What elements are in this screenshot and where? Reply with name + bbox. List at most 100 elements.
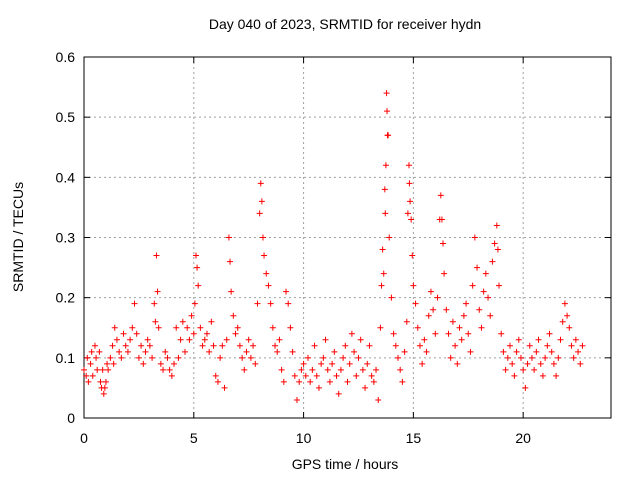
data-points [81,90,586,403]
data-point [438,216,445,223]
data-point [140,360,147,367]
data-point [416,342,423,349]
data-point [291,372,298,379]
data-point [162,348,169,355]
data-point [414,324,421,331]
data-point [157,360,164,367]
data-point [465,330,472,337]
data-point [203,330,210,337]
data-point [186,336,193,343]
data-point [228,288,235,295]
data-point [550,360,557,367]
data-point [184,324,191,331]
data-point [460,312,467,319]
data-point [256,210,263,217]
data-point [175,354,182,361]
data-point [487,312,494,319]
data-point [524,360,531,367]
data-point [467,348,474,355]
data-point [535,336,542,343]
data-point [548,348,555,355]
data-point [234,324,241,331]
data-point [443,306,450,313]
data-point [177,336,184,343]
data-point [399,378,406,385]
data-point [201,336,208,343]
data-point [210,342,217,349]
data-point [520,366,527,373]
data-point [254,300,261,307]
data-point [528,354,535,361]
data-point [430,306,437,313]
x-tick-label: 15 [406,430,422,446]
data-point [546,330,553,337]
data-point [300,360,307,367]
data-point [329,360,336,367]
data-point [236,342,243,349]
data-point [384,108,391,115]
data-point [449,318,456,325]
data-point [257,180,264,187]
data-point [380,270,387,277]
data-point [146,342,153,349]
data-point [537,360,544,367]
data-point [94,366,101,373]
data-point [118,354,125,361]
x-axis-ticks: 0 5 10 15 20 [80,57,531,446]
data-point [313,372,320,379]
data-point [160,366,167,373]
data-point [544,342,551,349]
data-point [570,354,577,361]
data-point [559,318,566,325]
data-point [515,336,522,343]
y-tick-label: 0.1 [56,350,76,366]
data-point [353,372,360,379]
data-point [476,306,483,313]
data-point [309,366,316,373]
data-point [304,354,311,361]
data-point [267,300,274,307]
data-point [129,324,136,331]
data-point [113,336,120,343]
data-point [568,342,575,349]
data-point [357,336,364,343]
data-point [142,348,149,355]
data-point [333,372,340,379]
data-point [274,348,281,355]
data-point [101,384,108,391]
data-point [480,288,487,295]
data-point [564,312,571,319]
data-point [373,366,380,373]
data-point [111,324,118,331]
data-point [390,330,397,337]
data-point [289,348,296,355]
data-point [440,240,447,247]
data-point [293,396,300,403]
data-point [322,336,329,343]
data-point [276,336,283,343]
data-point [199,342,206,349]
data-point [245,336,252,343]
data-point [120,330,127,337]
data-point [504,354,511,361]
data-point [553,372,560,379]
data-point [302,372,309,379]
data-point [168,372,175,379]
data-point [296,378,303,385]
data-point [555,354,562,361]
data-point [522,384,529,391]
data-point [382,210,389,217]
data-point [579,342,586,349]
data-point [463,300,470,307]
data-point [315,384,322,391]
data-point [164,354,171,361]
data-point [81,366,87,373]
data-point [566,324,573,331]
data-point [87,360,94,367]
data-point [395,354,402,361]
data-point [155,324,162,331]
data-point [445,330,452,337]
x-tick-label: 20 [515,430,531,446]
data-point [412,300,419,307]
